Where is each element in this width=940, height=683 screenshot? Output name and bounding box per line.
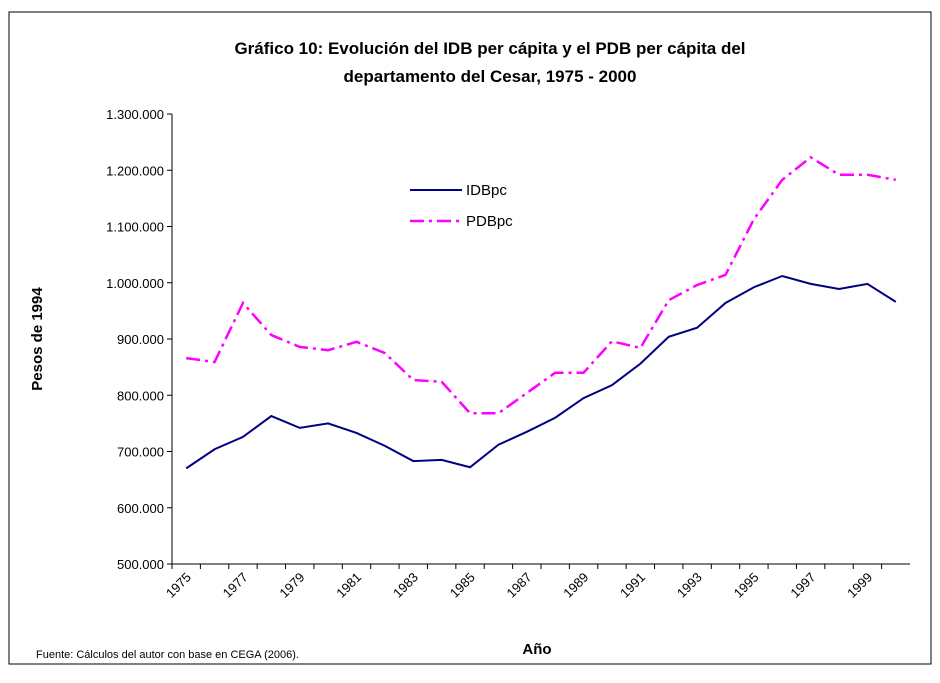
y-tick-label: 1.100.000 (106, 220, 164, 235)
chart-title: Gráfico 10: Evolución del IDB per cápita… (234, 39, 745, 58)
chart-frame (8, 11, 932, 665)
series-line (186, 155, 897, 415)
series-line (185, 274, 897, 470)
y-axis-label: Pesos de 1994 (29, 287, 46, 391)
legend-label: IDBpc (466, 182, 507, 199)
x-axis-label: Año (522, 641, 551, 658)
y-tick-label: 900.000 (117, 332, 164, 347)
legend-label: PDBpc (466, 213, 513, 230)
chart-title: departamento del Cesar, 1975 - 2000 (344, 67, 637, 86)
y-tick-label: 1.000.000 (106, 276, 164, 291)
y-tick-label: 1.300.000 (106, 107, 164, 122)
y-tick-label: 1.200.000 (106, 163, 164, 178)
y-tick-label: 600.000 (117, 501, 164, 516)
y-tick-label: 800.000 (117, 388, 164, 403)
source-note: Fuente: Cálculos del autor con base en C… (36, 649, 299, 661)
y-tick-label: 700.000 (117, 445, 164, 460)
y-tick-label: 500.000 (117, 557, 164, 572)
